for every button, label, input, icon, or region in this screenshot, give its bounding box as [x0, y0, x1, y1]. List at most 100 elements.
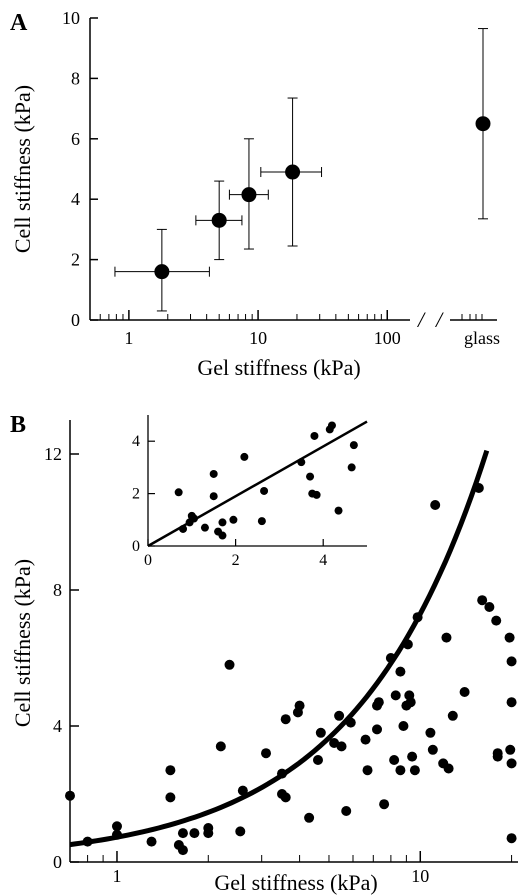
data-point: [407, 751, 418, 762]
inset-data: [174, 421, 358, 540]
panel-b: B 0 4 8 12 1 10 Gel stiffness (kPa) Cell sti…: [10, 412, 518, 895]
y-tick-label: 8: [71, 68, 80, 88]
data-point: [379, 799, 390, 810]
data-point: [427, 744, 438, 755]
inset-data-point: [209, 492, 218, 501]
data-point: [477, 595, 488, 606]
panel-a-x-label: Gel stiffness (kPa): [197, 355, 360, 380]
x-tick-label: 1: [124, 328, 133, 348]
data-point: [405, 697, 416, 708]
data-point: [285, 164, 301, 180]
y-tick-label: 0: [71, 310, 80, 330]
data-point: [395, 765, 406, 776]
x-tick-label: 10: [411, 866, 429, 886]
data-point: [398, 721, 409, 731]
data-point: [362, 765, 373, 776]
data-point: [211, 212, 227, 228]
data-point: [177, 845, 188, 856]
data-point: [304, 812, 315, 823]
inset-x-tick-label: 0: [144, 552, 152, 569]
inset-data-point: [218, 531, 227, 540]
data-point: [395, 666, 406, 677]
data-point: [459, 687, 470, 697]
panel-a-minor-ticks: [89, 314, 483, 320]
data-point: [506, 697, 517, 708]
y-tick-label: 10: [62, 8, 80, 28]
data-point: [372, 724, 383, 735]
x-tick-label: 1: [112, 866, 121, 886]
data-point: [484, 602, 495, 612]
inset-data-point: [257, 517, 266, 526]
inset-data-point: [310, 431, 319, 440]
panel-a: A / / 0 2 4 6 8 10 1 10 100 glass Gel stiffness…: [10, 8, 500, 380]
y-tick-label: 12: [44, 444, 62, 464]
data-point: [241, 187, 257, 203]
panel-b-minor-ticks: [69, 855, 513, 862]
data-point: [360, 734, 371, 745]
inset-data-point: [306, 472, 315, 481]
axis-break-mark-2: /: [434, 307, 444, 332]
data-point: [280, 714, 291, 725]
y-tick-label: 4: [71, 189, 80, 209]
data-point: [215, 741, 226, 752]
inset-x-tick-label: 4: [319, 552, 327, 569]
data-point: [341, 806, 352, 816]
inset-data-point: [347, 463, 356, 472]
inset-data-point: [174, 488, 183, 497]
data-point: [336, 741, 347, 752]
inset-fit-line: [147, 420, 368, 548]
inset-data-point: [200, 523, 209, 532]
data-point: [389, 755, 400, 765]
data-point: [373, 697, 384, 708]
inset-data-point: [312, 490, 321, 499]
panel-b-inset: 0 2 4 0 2 4: [132, 415, 368, 569]
data-point: [237, 785, 248, 796]
panel-a-x-ticks: 1 10 100: [124, 310, 401, 348]
data-point: [235, 826, 246, 837]
y-tick-label: 4: [53, 716, 62, 736]
y-tick-label: 2: [71, 250, 80, 270]
inset-data-point: [260, 486, 269, 495]
inset-x-tick-label: 2: [232, 552, 240, 569]
data-point: [409, 765, 420, 776]
panel-b-data: [65, 483, 517, 856]
data-point: [443, 763, 454, 774]
data-point: [177, 828, 188, 839]
data-point: [65, 790, 75, 801]
data-point: [491, 615, 502, 626]
inset-data-point: [334, 506, 343, 515]
panel-b-fit-line: [69, 449, 490, 848]
inset-y-tick-label: 4: [132, 433, 140, 450]
data-point: [312, 755, 323, 765]
data-point: [261, 748, 272, 759]
inset-x-ticks: 0 2 4: [144, 539, 327, 569]
data-point: [506, 833, 517, 844]
data-point: [334, 710, 345, 721]
data-point: [492, 751, 503, 762]
data-point: [441, 632, 452, 643]
panel-a-y-label: Cell stiffness (kPa): [10, 85, 35, 253]
data-point: [504, 632, 515, 643]
x-tick-label: 100: [374, 328, 401, 348]
panel-b-y-label: Cell stiffness (kPa): [10, 559, 35, 727]
panel-b-y-ticks: 0 4 8 12: [44, 444, 79, 872]
inset-data-point: [240, 452, 249, 461]
data-point: [154, 264, 170, 280]
inset-data-point: [209, 469, 218, 478]
y-tick-label: 8: [53, 580, 62, 600]
axis-break-mark-1: /: [416, 307, 426, 332]
data-point: [111, 821, 122, 832]
panel-a-letter: A: [10, 10, 28, 36]
data-point: [390, 690, 401, 701]
data-point: [189, 828, 200, 839]
panel-a-data: [114, 28, 491, 312]
inset-data-point: [229, 515, 238, 524]
panel-b-x-label: Gel stiffness (kPa): [214, 870, 377, 895]
data-point: [165, 765, 176, 776]
data-point: [447, 710, 458, 721]
glass-tick-label: glass: [464, 328, 500, 348]
data-point: [165, 792, 176, 803]
data-point: [280, 792, 291, 803]
y-tick-label: 6: [71, 129, 80, 149]
panel-b-letter: B: [10, 412, 26, 438]
